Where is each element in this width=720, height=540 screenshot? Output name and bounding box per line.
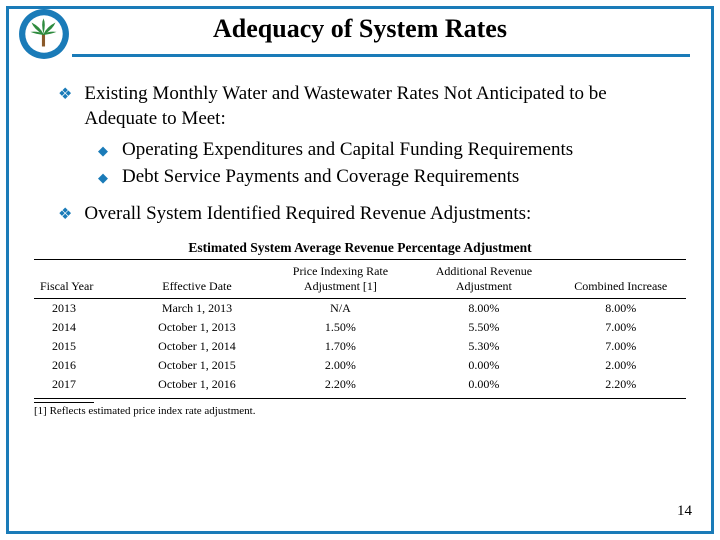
city-seal-logo [18, 8, 70, 60]
page-number: 14 [677, 503, 692, 520]
title-underline [72, 54, 690, 57]
slide-border [6, 6, 714, 534]
slide-header: Adequacy of System Rates [0, 0, 720, 57]
slide-title: Adequacy of System Rates [0, 14, 720, 44]
